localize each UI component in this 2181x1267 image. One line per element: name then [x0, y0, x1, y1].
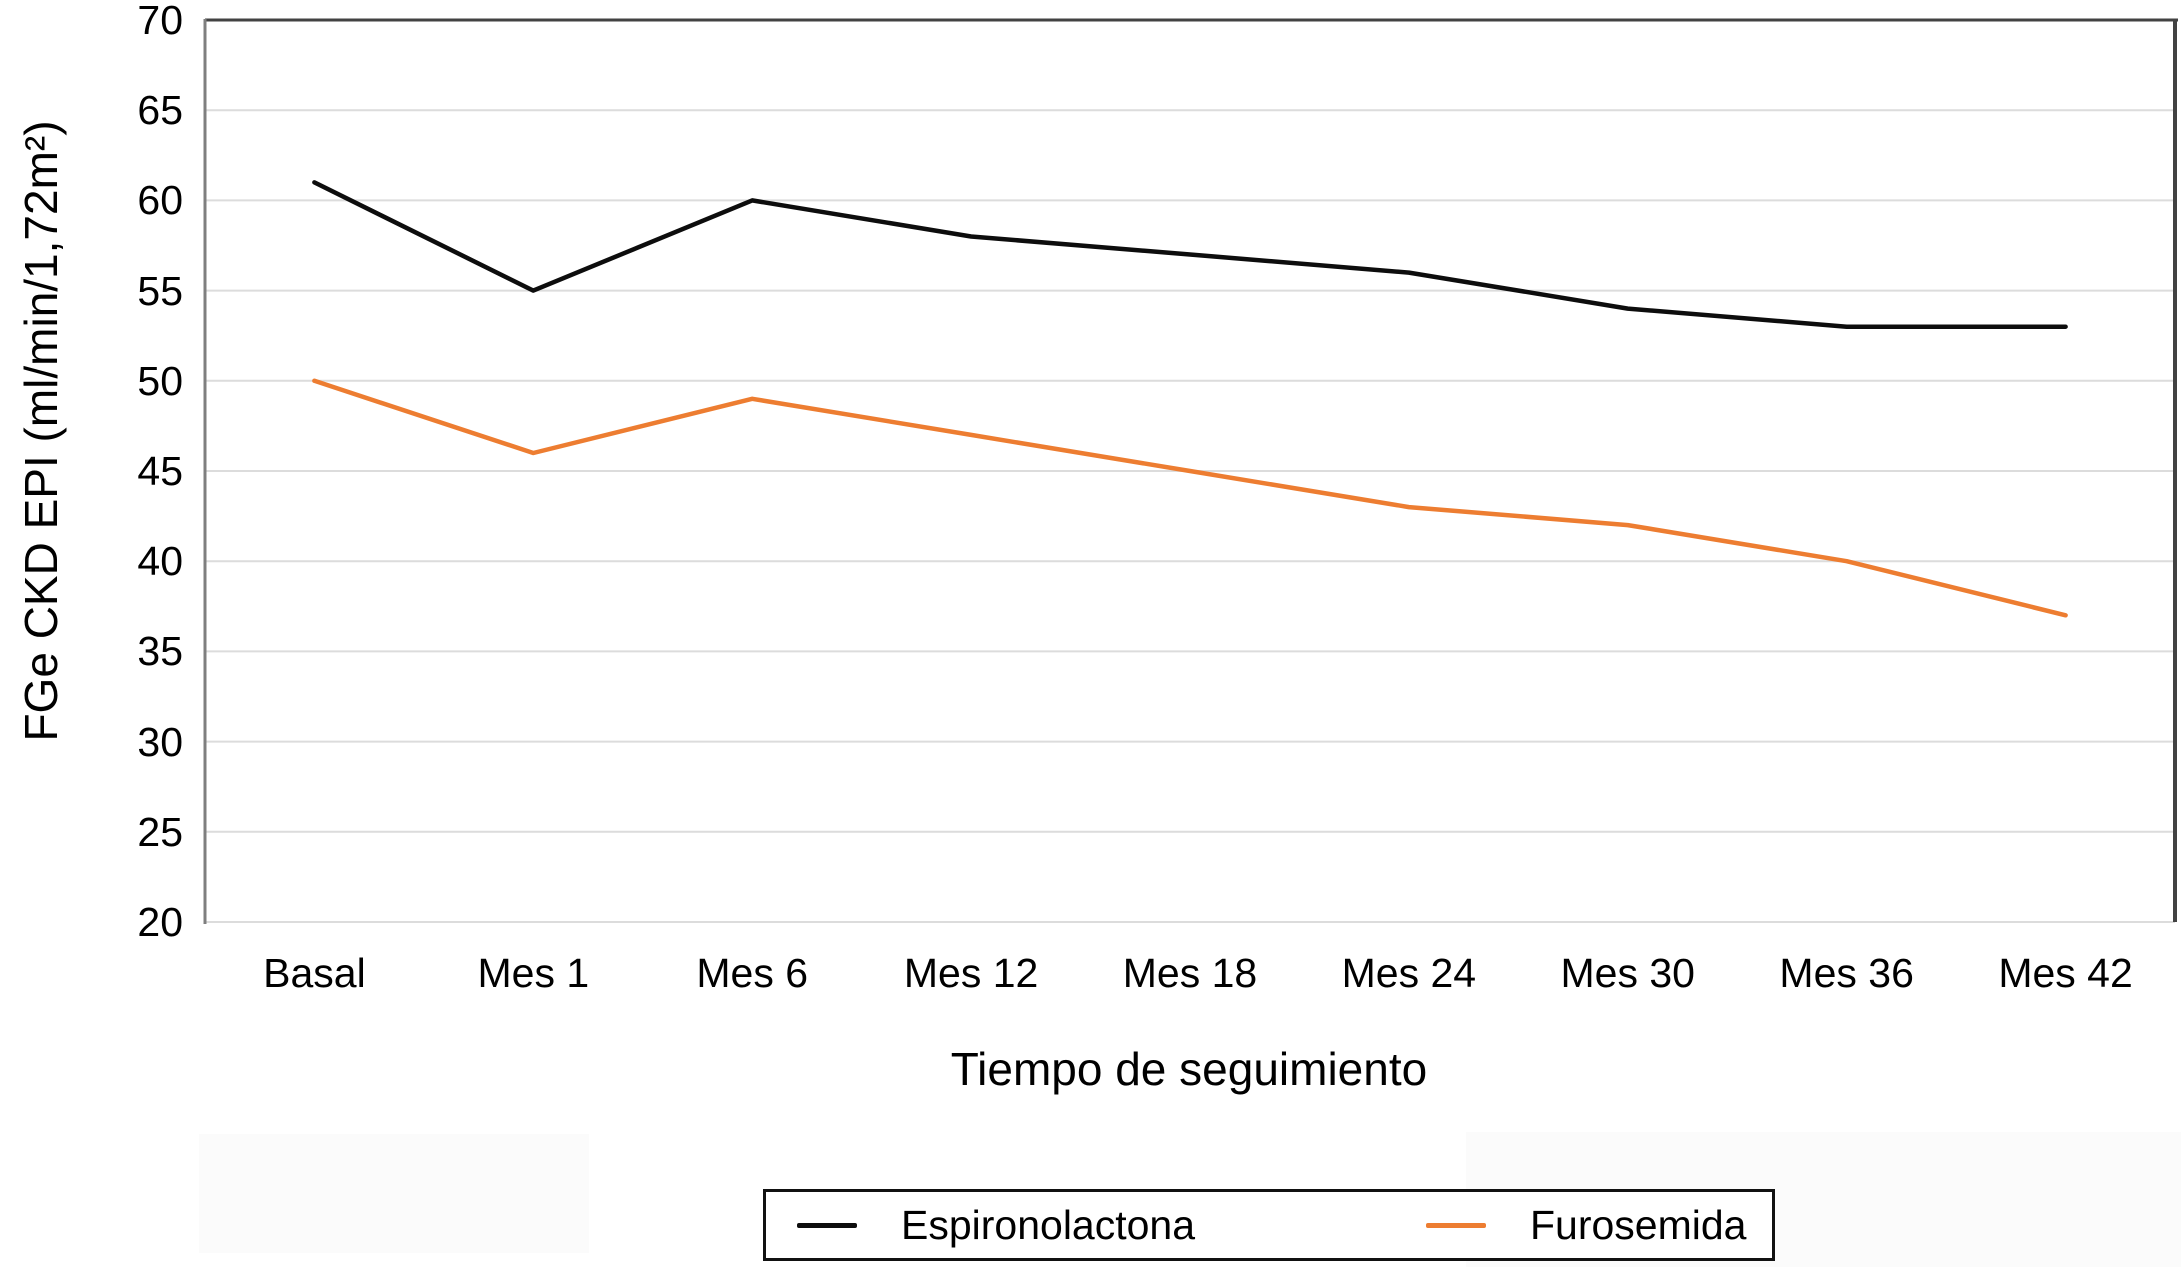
y-tick-label: 55 — [137, 267, 183, 314]
y-tick-label: 70 — [137, 0, 183, 43]
x-tick-label: Mes 42 — [1998, 950, 2133, 996]
legend-line-swatch — [797, 1222, 857, 1228]
series-line-furosemida — [312, 378, 2068, 618]
x-axis-title: Tiempo de seguimiento — [950, 1043, 1428, 1095]
legend-item-espironolactona: Espironolactona — [797, 1192, 1195, 1258]
x-tick-label: Mes 1 — [477, 950, 590, 996]
y-tick-label: 30 — [137, 718, 183, 765]
y-tick-label: 60 — [137, 177, 183, 224]
y-tick-label: 50 — [137, 357, 183, 404]
y-tick-label: 65 — [137, 87, 183, 134]
x-tick-label: Mes 6 — [696, 950, 809, 996]
y-tick-label: 20 — [137, 899, 183, 945]
y-tick-label: 45 — [137, 448, 183, 494]
background-artifact-left — [199, 1134, 589, 1253]
y-tick-label: 25 — [137, 808, 183, 855]
legend-item-furosemida: Furosemida — [1426, 1192, 1746, 1258]
x-tick-label: Mes 24 — [1341, 950, 1477, 996]
x-tick-label: Mes 18 — [1122, 950, 1258, 996]
y-tick-label: 35 — [137, 628, 183, 675]
legend-label: Furosemida — [1530, 1201, 1747, 1248]
y-axis-title: FGe CKD EPI (ml/min/1,72m²) — [15, 120, 67, 742]
x-tick-label: Mes 12 — [903, 950, 1039, 996]
x-tick-label: Mes 36 — [1779, 950, 1914, 996]
x-tick-label: Mes 30 — [1560, 950, 1695, 996]
y-tick-label: 40 — [137, 538, 183, 585]
series-line-espironolactona — [312, 180, 2068, 329]
x-tick-label: Basal — [263, 950, 366, 996]
legend: Espironolactona Furosemida — [763, 1189, 1775, 1261]
legend-line-swatch — [1426, 1222, 1486, 1228]
legend-label: Espironolactona — [901, 1201, 1196, 1248]
